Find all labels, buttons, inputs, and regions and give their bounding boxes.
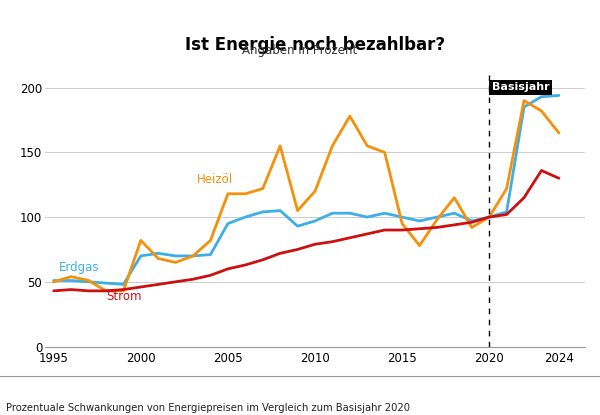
Text: Prozentuale Schwankungen von Energiepreisen im Vergleich zum Basisjahr 2020: Prozentuale Schwankungen von Energieprei…	[6, 403, 410, 413]
Text: Heizöl: Heizöl	[197, 173, 233, 186]
Text: Angaben in Prozent: Angaben in Prozent	[242, 44, 358, 56]
Text: Strom: Strom	[106, 290, 142, 303]
Title: Ist Energie noch bezahlbar?: Ist Energie noch bezahlbar?	[185, 36, 445, 54]
Text: Erdgas: Erdgas	[59, 261, 100, 274]
Text: Basisjahr: Basisjahr	[492, 83, 550, 93]
